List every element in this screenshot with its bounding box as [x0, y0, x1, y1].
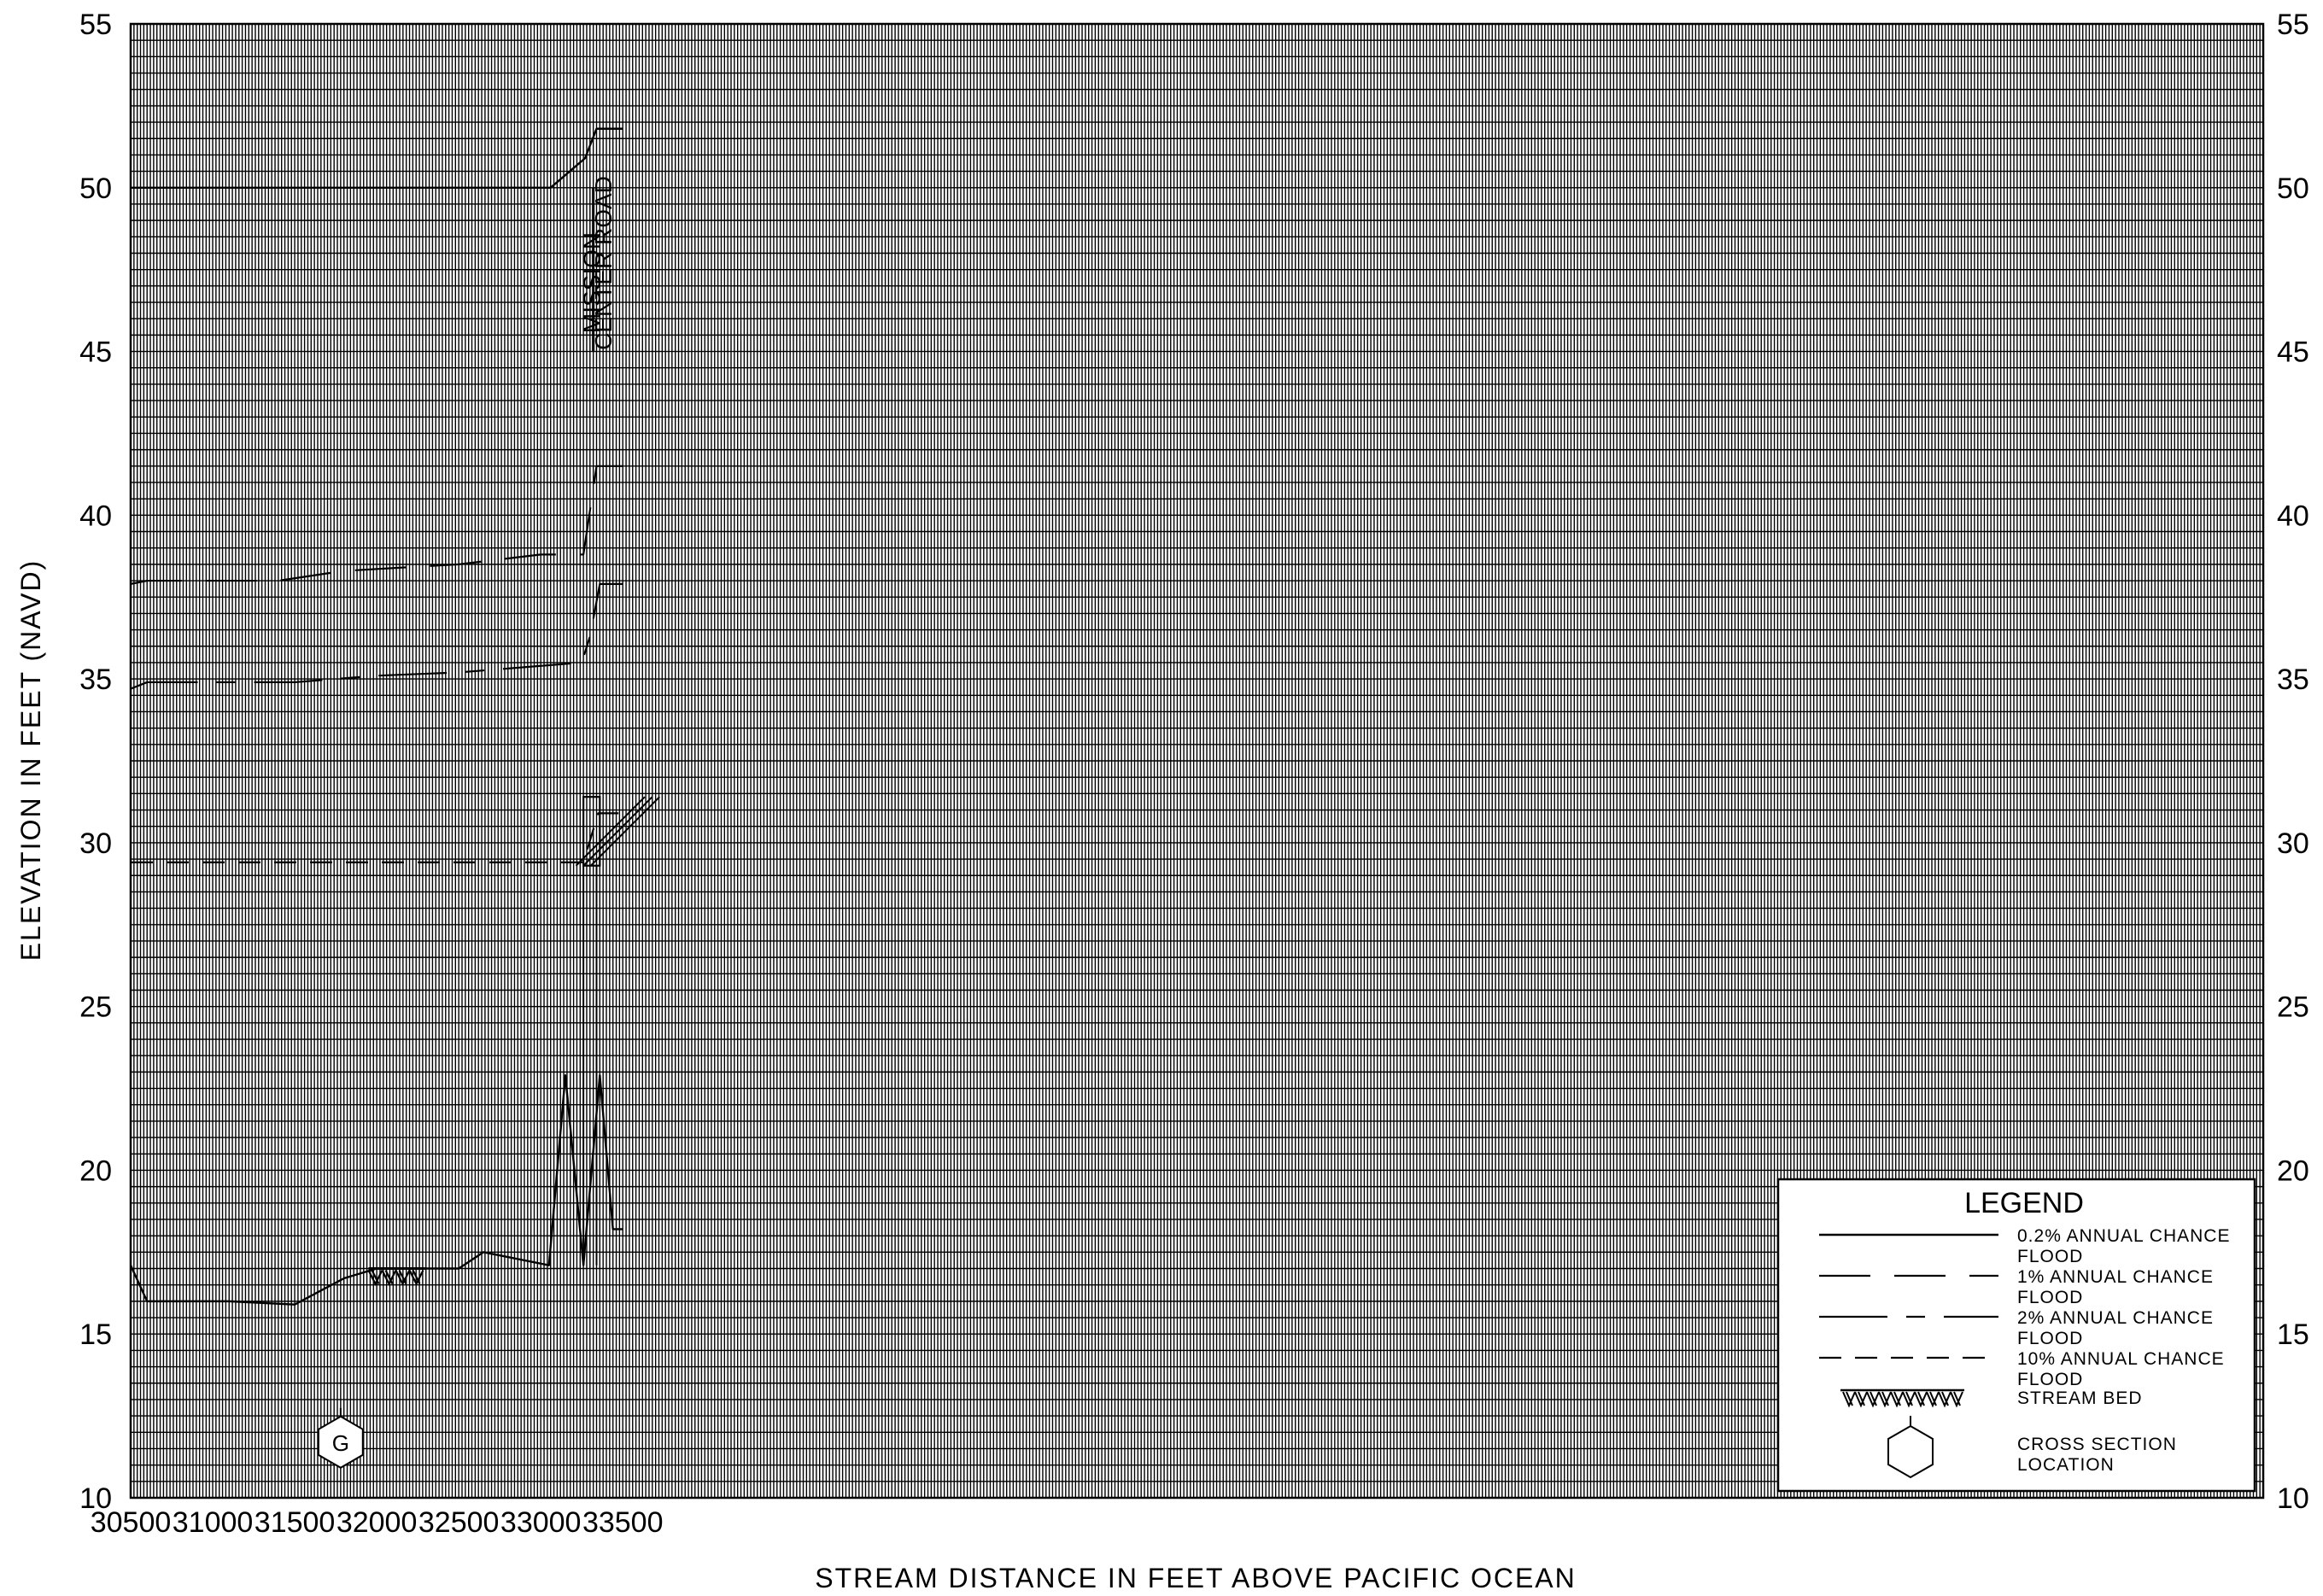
- y-tick-label-left: 35: [79, 664, 112, 696]
- x-tick-label: 31500: [255, 1506, 336, 1539]
- y-tick-label-left: 20: [79, 1155, 112, 1187]
- flood-0-2pct-line: [131, 127, 623, 189]
- y-tick-label-left: 45: [79, 336, 112, 369]
- legend-label: FLOOD: [2017, 1329, 2083, 1348]
- y-tick-label-right: 45: [2277, 336, 2309, 369]
- annotations: MISSION CENTER ROAD: [578, 176, 617, 350]
- y-tick-label-right: 10: [2277, 1482, 2309, 1515]
- legend-title: LEGEND: [1964, 1187, 2084, 1219]
- cross-section-hexagon: [317, 1415, 364, 1469]
- y-tick-label-right: 20: [2277, 1155, 2309, 1187]
- y-tick-label-left: 50: [79, 172, 112, 205]
- y-tick-label-left: 10: [79, 1482, 112, 1515]
- legend-label: 1% ANNUAL CHANCE: [2017, 1267, 2214, 1287]
- x-tick-label: 33000: [500, 1506, 582, 1539]
- legend-label: 10% ANNUAL CHANCE: [2017, 1349, 2225, 1369]
- legend-box: [1776, 1178, 2256, 1493]
- y-tick-label-left: 40: [79, 500, 112, 532]
- legend-swatch-stream-bed-hatch: [1842, 1391, 1963, 1408]
- y-tick-label-right: 25: [2277, 991, 2309, 1024]
- y-axis-title: ELEVATION IN FEET (NAVD): [15, 559, 46, 962]
- plot-border: [129, 22, 2265, 1500]
- legend-label: FLOOD: [2017, 1370, 2083, 1389]
- x-tick-label: 33500: [582, 1506, 664, 1539]
- x-axis-title: STREAM DISTANCE IN FEET ABOVE PACIFIC OC…: [815, 1563, 1576, 1593]
- y-tick-label-right: 40: [2277, 500, 2309, 532]
- y-tick-label-left: 25: [79, 991, 112, 1024]
- y-tick-label-right: 35: [2277, 664, 2309, 696]
- x-tick-label: 32000: [336, 1506, 418, 1539]
- legend-label: 0.2% ANNUAL CHANCE: [2017, 1226, 2230, 1246]
- y-tick-label-left: 15: [79, 1318, 112, 1351]
- axis-labels: STREAM DISTANCE IN FEET ABOVE PACIFIC OC…: [15, 9, 2309, 1593]
- y-tick-label-left: 55: [79, 9, 112, 41]
- y-tick-label-right: 50: [2277, 172, 2309, 205]
- y-tick-label-right: 55: [2277, 9, 2309, 41]
- legend-swatch-hexagon: [1887, 1424, 1934, 1479]
- flood-10pct-line: [131, 812, 623, 864]
- flood-1pct-line: [130, 465, 623, 585]
- legend-label: 2% ANNUAL CHANCE: [2017, 1308, 2214, 1328]
- y-tick-label-left: 30: [79, 827, 112, 860]
- legend-label: LOCATION: [2017, 1455, 2115, 1475]
- bridge-deck-hatch: [575, 796, 661, 867]
- y-tick-label-right: 15: [2277, 1318, 2309, 1351]
- cross-section-markers: G: [317, 1407, 364, 1469]
- plot-frame: [129, 22, 2265, 1500]
- flood-2pct-line: [130, 582, 623, 690]
- x-tick-label: 30500: [91, 1506, 172, 1539]
- stream-bed-hatch: [367, 1270, 424, 1286]
- cross-section-label: G: [332, 1430, 349, 1456]
- road-label-mission: MISSION: [578, 232, 605, 333]
- x-tick-label: 31000: [173, 1506, 254, 1539]
- legend-label: CROSS SECTION: [2017, 1435, 2177, 1454]
- legend-label: STREAM BED: [2017, 1388, 2143, 1408]
- road-label-center-road: CENTER ROAD: [590, 176, 617, 350]
- legend-label: FLOOD: [2017, 1247, 2083, 1266]
- legend-label: FLOOD: [2017, 1288, 2083, 1307]
- profile-features: [367, 187, 661, 1286]
- y-tick-label-right: 30: [2277, 827, 2309, 860]
- x-tick-label: 32500: [418, 1506, 500, 1539]
